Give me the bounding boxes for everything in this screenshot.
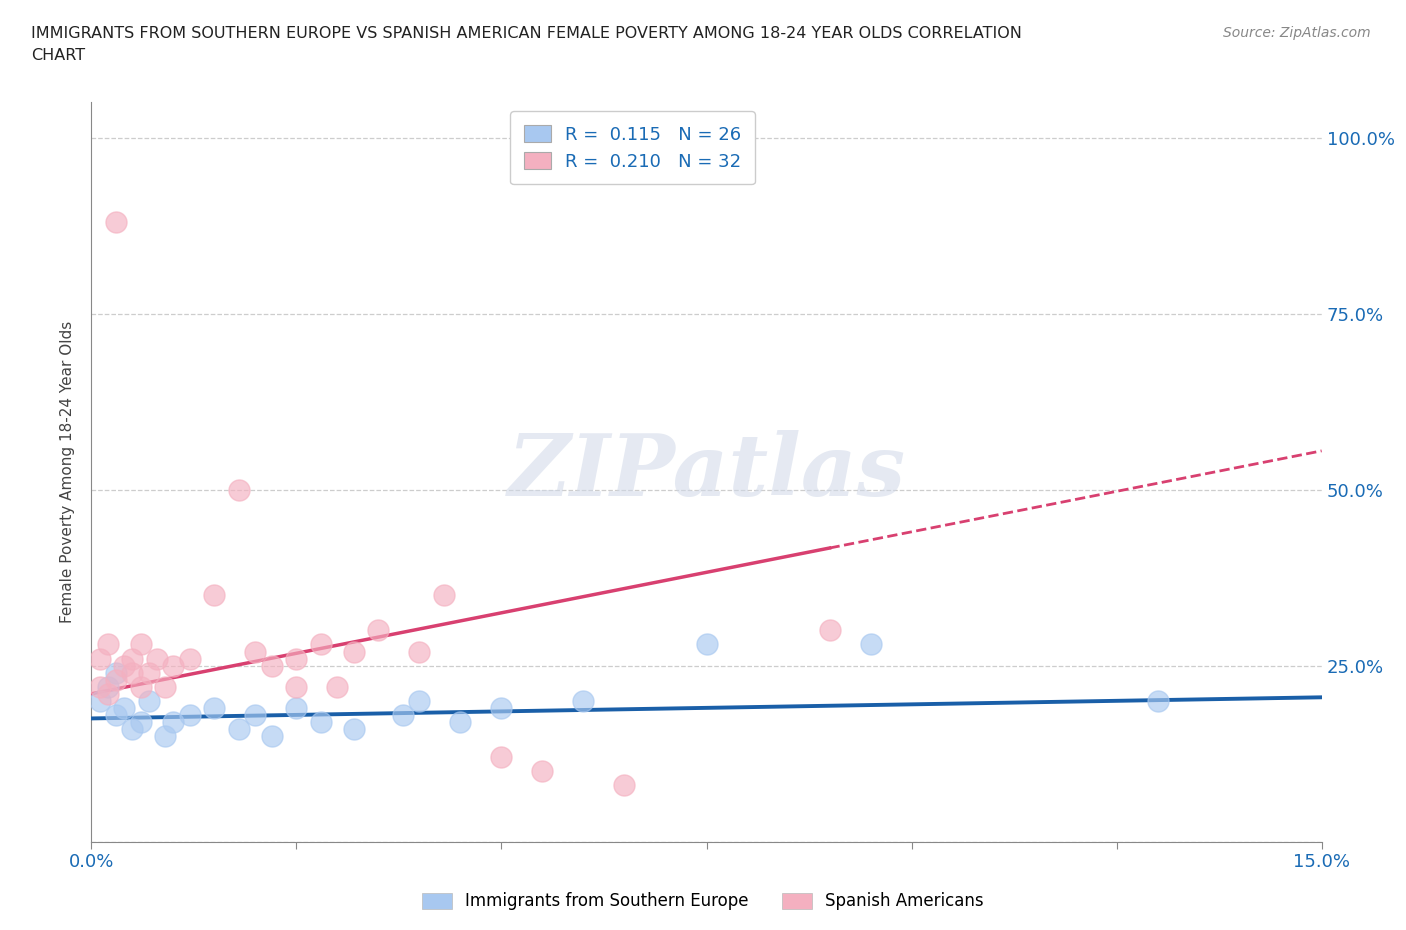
- Point: [491, 750, 513, 764]
- Point: [695, 637, 717, 652]
- Point: [89, 679, 111, 694]
- Point: [408, 694, 430, 709]
- Point: [491, 700, 513, 715]
- Point: [129, 679, 152, 694]
- Legend: R =  0.115   N = 26, R =  0.210   N = 32: R = 0.115 N = 26, R = 0.210 N = 32: [510, 112, 755, 184]
- Point: [129, 637, 152, 652]
- Legend: Immigrants from Southern Europe, Spanish Americans: Immigrants from Southern Europe, Spanish…: [415, 885, 991, 917]
- Point: [260, 728, 283, 743]
- Point: [367, 623, 389, 638]
- Point: [260, 658, 283, 673]
- Point: [146, 651, 169, 666]
- Point: [153, 679, 177, 694]
- Point: [112, 658, 135, 673]
- Point: [309, 714, 332, 729]
- Text: ZIPatlas: ZIPatlas: [508, 431, 905, 513]
- Point: [202, 700, 225, 715]
- Point: [859, 637, 882, 652]
- Point: [818, 623, 841, 638]
- Text: IMMIGRANTS FROM SOUTHERN EUROPE VS SPANISH AMERICAN FEMALE POVERTY AMONG 18-24 Y: IMMIGRANTS FROM SOUTHERN EUROPE VS SPANI…: [31, 26, 1022, 41]
- Point: [245, 644, 267, 659]
- Point: [105, 672, 127, 687]
- Point: [285, 700, 308, 715]
- Point: [572, 694, 595, 709]
- Text: CHART: CHART: [31, 48, 84, 63]
- Point: [343, 644, 366, 659]
- Text: Source: ZipAtlas.com: Source: ZipAtlas.com: [1223, 26, 1371, 40]
- Point: [162, 658, 184, 673]
- Point: [105, 708, 127, 723]
- Point: [97, 679, 120, 694]
- Point: [153, 728, 177, 743]
- Point: [97, 686, 120, 701]
- Point: [121, 722, 143, 737]
- Point: [138, 665, 160, 680]
- Point: [105, 215, 127, 230]
- Y-axis label: Female Poverty Among 18-24 Year Olds: Female Poverty Among 18-24 Year Olds: [60, 321, 76, 623]
- Point: [138, 694, 160, 709]
- Point: [121, 665, 143, 680]
- Point: [228, 482, 250, 497]
- Point: [129, 714, 152, 729]
- Point: [112, 700, 135, 715]
- Point: [121, 651, 143, 666]
- Point: [105, 665, 127, 680]
- Point: [97, 637, 120, 652]
- Point: [1146, 694, 1168, 709]
- Point: [202, 588, 225, 603]
- Point: [162, 714, 184, 729]
- Point: [326, 679, 349, 694]
- Point: [408, 644, 430, 659]
- Point: [228, 722, 250, 737]
- Point: [433, 588, 456, 603]
- Point: [392, 708, 415, 723]
- Point: [179, 651, 201, 666]
- Point: [613, 777, 636, 792]
- Point: [449, 714, 471, 729]
- Point: [309, 637, 332, 652]
- Point: [179, 708, 201, 723]
- Point: [285, 651, 308, 666]
- Point: [285, 679, 308, 694]
- Point: [531, 764, 554, 778]
- Point: [245, 708, 267, 723]
- Point: [343, 722, 366, 737]
- Point: [89, 651, 111, 666]
- Point: [89, 694, 111, 709]
